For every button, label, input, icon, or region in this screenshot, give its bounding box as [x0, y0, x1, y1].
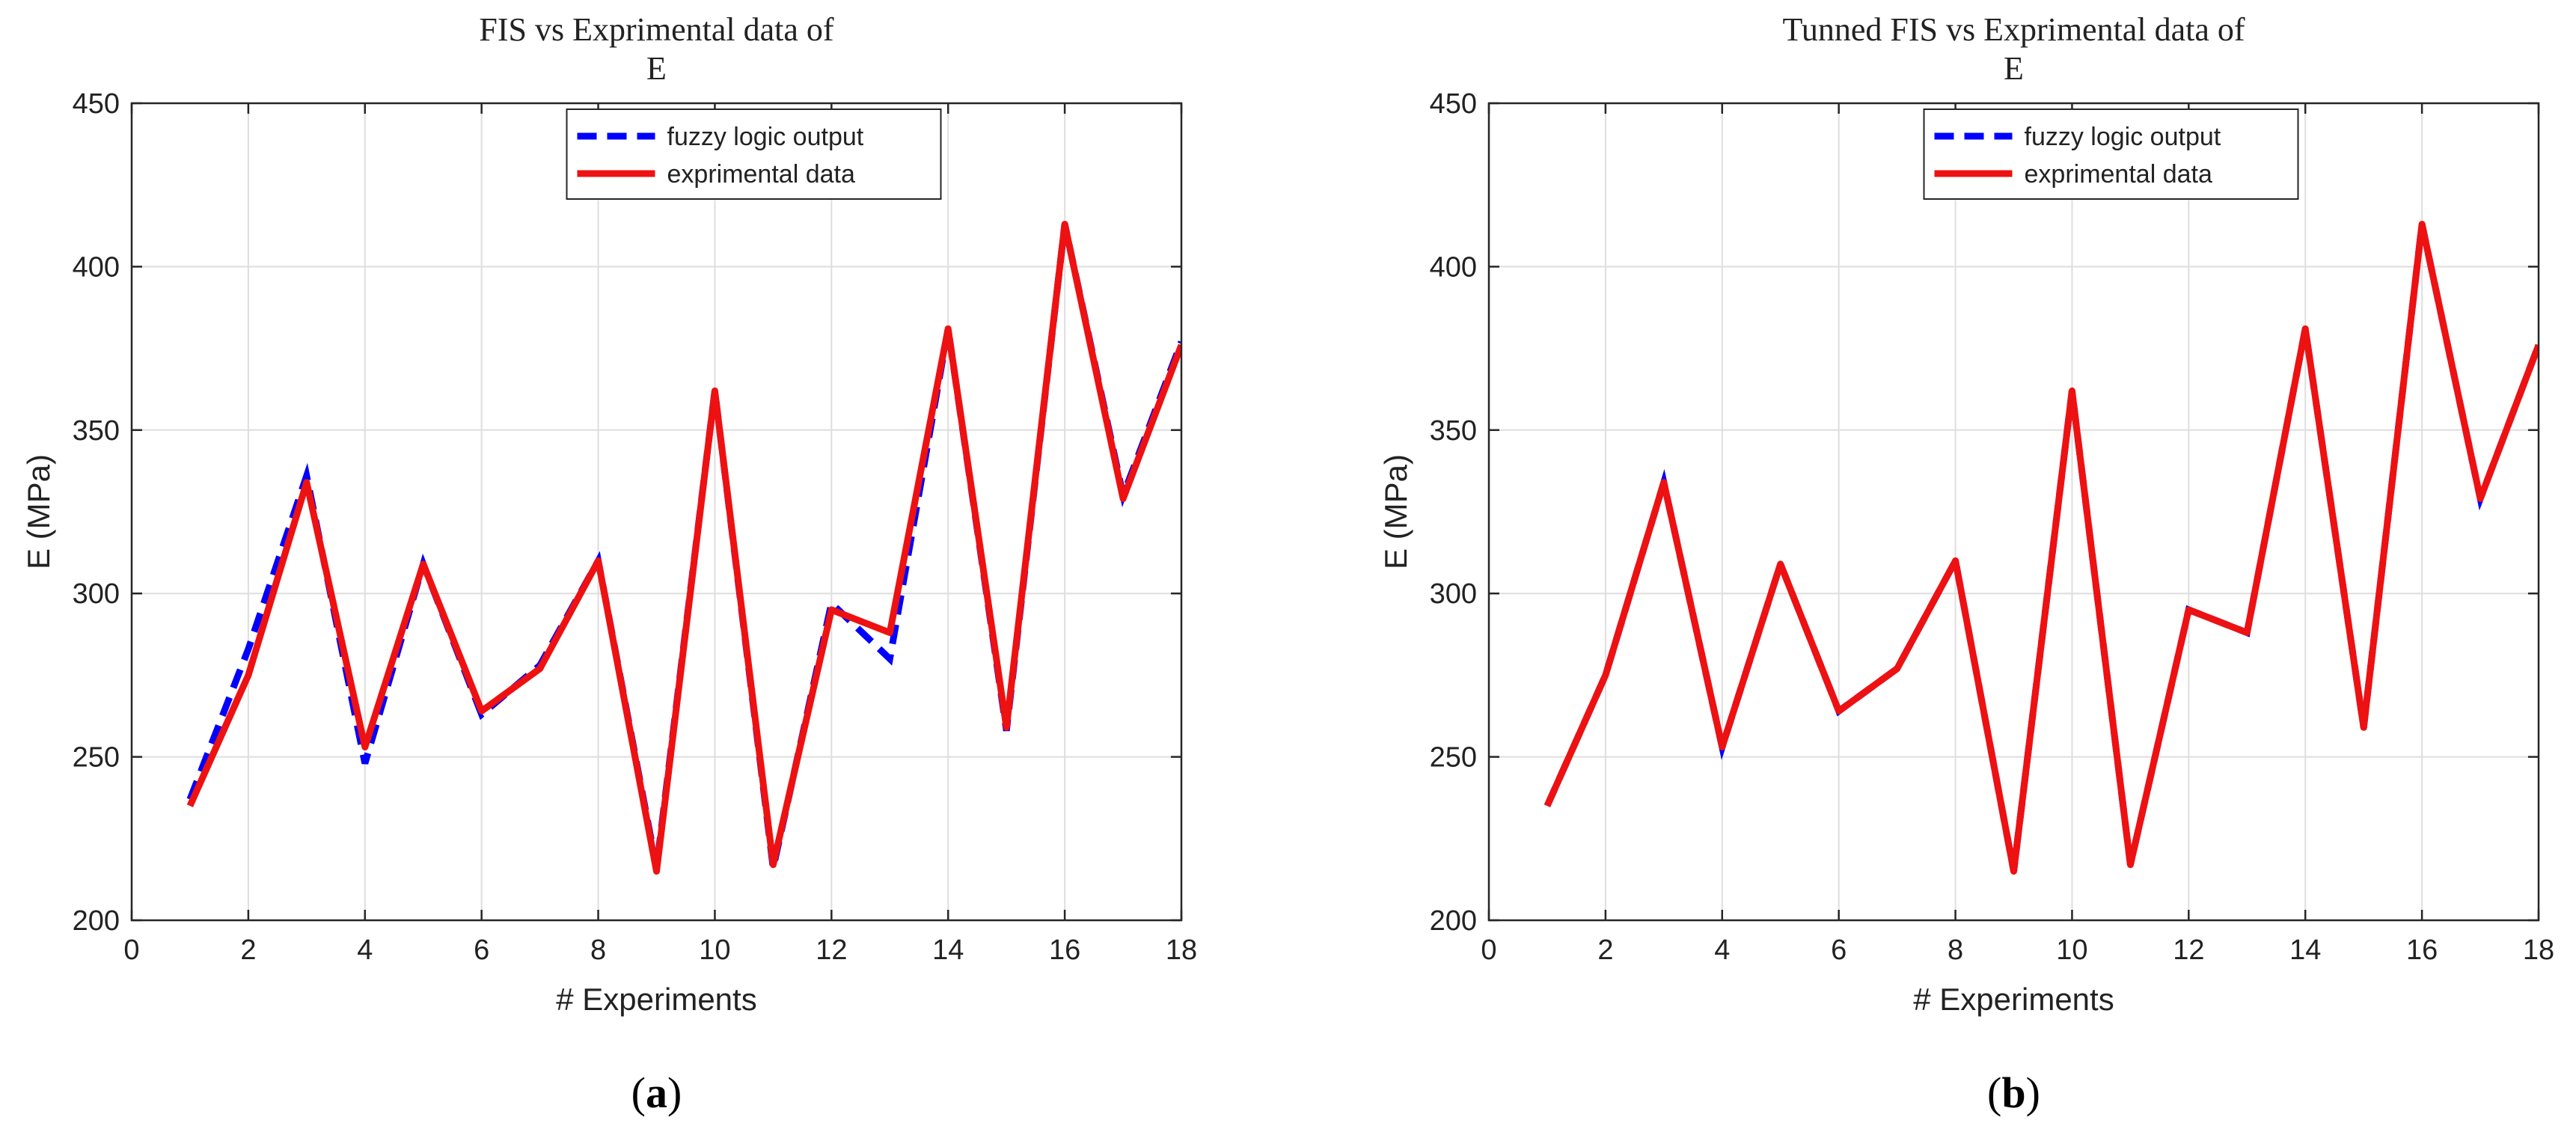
x-tick-label: 8	[1948, 934, 1963, 966]
panel-letter: b	[2001, 1068, 2025, 1117]
panel-label: (b)	[1987, 1068, 2040, 1117]
x-tick-label: 2	[240, 934, 256, 966]
x-tick-label: 18	[2523, 934, 2554, 966]
legend: fuzzy logic output exprimental data	[1923, 108, 2299, 200]
y-tick-label: 350	[1430, 415, 1477, 447]
x-tick-label: 2	[1597, 934, 1613, 966]
legend: fuzzy logic output exprimental data	[566, 108, 942, 200]
panel-letter: a	[646, 1068, 667, 1117]
x-tick-label: 0	[123, 934, 139, 966]
x-tick-label: 6	[474, 934, 489, 966]
chart-panel-a: 0 2 4 6 8 10 12 14 16 18 200 250 300 350 400 450 # Exper…	[21, 11, 1197, 1117]
y-tick-label: 400	[73, 251, 120, 283]
x-tick-label: 8	[590, 934, 606, 966]
x-tick-label: 10	[699, 934, 730, 966]
axes-box	[1487, 102, 2540, 922]
y-tick-label: 400	[1430, 251, 1477, 283]
y-axis-label: E (MPa)	[21, 454, 56, 569]
legend-label: exprimental data	[2025, 160, 2212, 189]
chart-title-line: E	[2004, 50, 2024, 87]
chart-title-line: FIS vs Exprimental data of	[479, 11, 833, 48]
y-tick-label: 250	[1430, 742, 1477, 774]
series-line-exprimental-data	[1544, 221, 2539, 875]
legend-label: fuzzy logic output	[2025, 123, 2221, 151]
legend-box	[566, 108, 942, 200]
x-tick-label: 12	[816, 934, 847, 966]
plot-area	[132, 103, 1181, 920]
y-tick-label: 450	[1430, 88, 1477, 120]
x-tick-label: 16	[1049, 934, 1080, 966]
legend-label: fuzzy logic output	[667, 123, 864, 151]
x-tick-label: 6	[1831, 934, 1847, 966]
y-tick-label: 250	[73, 742, 120, 774]
y-tick-label: 200	[73, 905, 120, 937]
legend-box	[1923, 108, 2299, 200]
y-tick-label: 350	[73, 415, 120, 447]
x-tick-label: 18	[1166, 934, 1197, 966]
x-tick-label: 4	[1714, 934, 1730, 966]
y-tick-label: 450	[73, 88, 120, 120]
x-tick-label: 16	[2406, 934, 2438, 966]
y-tick-label: 200	[1430, 905, 1477, 937]
legend-label: exprimental data	[667, 160, 855, 189]
x-axis-label: # Experiments	[556, 982, 756, 1017]
x-tick-label: 0	[1481, 934, 1496, 966]
x-axis-label: # Experiments	[1913, 982, 2114, 1017]
x-tick-label: 14	[2289, 934, 2321, 966]
panel-label: (a)	[631, 1068, 682, 1117]
plot-area	[1489, 103, 2539, 920]
chart-title-line: Tunned FIS vs Exprimental data of	[1783, 11, 2245, 48]
y-tick-label: 300	[73, 578, 120, 610]
axes-box	[130, 102, 1183, 922]
y-axis-label: E (MPa)	[1378, 454, 1413, 569]
x-tick-label: 4	[357, 934, 373, 966]
x-tick-label: 14	[932, 934, 964, 966]
series-line-exprimental-data	[186, 221, 1181, 875]
chart-title-line: E	[646, 50, 667, 87]
chart-panel-b: 0 2 4 6 8 10 12 14 16 18 200 250 300 350 400 450 # Exper…	[1378, 11, 2554, 1117]
x-tick-label: 12	[2173, 934, 2204, 966]
y-tick-label: 300	[1430, 578, 1477, 610]
x-tick-label: 10	[2056, 934, 2087, 966]
